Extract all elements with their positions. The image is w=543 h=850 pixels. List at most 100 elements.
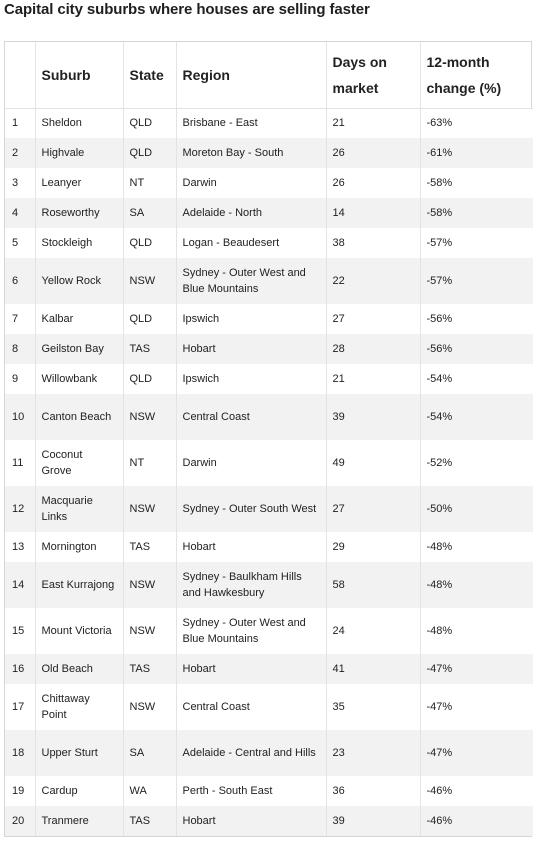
table-row: 16 Old Beach TAS Hobart 41 -47%: [5, 654, 533, 684]
header-rank: [5, 42, 36, 109]
cell-suburb: Geilston Bay: [35, 334, 124, 364]
cell-days: 29: [326, 532, 421, 562]
cell-change: -48%: [426, 541, 453, 553]
header-suburb: Suburb: [35, 42, 124, 109]
cell-region: Central Coast: [176, 394, 327, 440]
cell-days: 39: [326, 394, 421, 440]
table-row: 19 Cardup WA Perth - South East 36 -46%: [5, 776, 533, 806]
cell-region: Ipswich: [176, 304, 327, 334]
cell-state: NSW: [123, 394, 177, 440]
cell-region: Sydney - Outer West and Blue Mountains: [176, 608, 327, 654]
cell-days: 28: [326, 334, 421, 364]
cell-change: -58%: [426, 177, 453, 189]
cell-suburb: Willowbank: [35, 364, 124, 394]
cell-change: -47%: [426, 747, 453, 759]
header-region: Region: [176, 42, 327, 109]
cell-state: NT: [123, 168, 177, 198]
cell-region: Sydney - Baulkham Hills and Hawkesbury: [176, 562, 327, 608]
cell-region: Logan - Beaudesert: [176, 228, 327, 258]
cell-region: Hobart: [176, 532, 327, 562]
table-row: 2 Highvale QLD Moreton Bay - South 26 -6…: [5, 138, 533, 168]
table-row: 8 Geilston Bay TAS Hobart 28 -56%: [5, 334, 533, 364]
cell-change: -61%: [426, 147, 453, 159]
cell-days: 27: [326, 304, 421, 334]
cell-state: NT: [123, 440, 177, 486]
cell-state: TAS: [123, 654, 177, 684]
cell-days: 41: [326, 654, 421, 684]
cell-rank: 13: [5, 532, 36, 562]
cell-days: 58: [326, 562, 421, 608]
table-row: 6 Yellow Rock NSW Sydney - Outer West an…: [5, 258, 533, 304]
cell-days: 22: [326, 258, 421, 304]
cell-change: -57%: [426, 237, 453, 249]
table-row: 4 Roseworthy SA Adelaide - North 14 -58%: [5, 198, 533, 228]
table-row: 18 Upper Sturt SA Adelaide - Central and…: [5, 730, 533, 776]
cell-suburb: Macquarie Links: [35, 486, 124, 532]
table-row: 14 East Kurrajong NSW Sydney - Baulkham …: [5, 562, 533, 608]
cell-region: Moreton Bay - South: [176, 138, 327, 168]
cell-region: Adelaide - Central and Hills: [176, 730, 327, 776]
cell-rank: 20: [5, 806, 36, 836]
table-row: 10 Canton Beach NSW Central Coast 39 -54…: [5, 394, 533, 440]
cell-region: Central Coast: [176, 684, 327, 730]
cell-change: -48%: [426, 579, 453, 591]
cell-region: Ipswich: [176, 364, 327, 394]
cell-state: SA: [123, 198, 177, 228]
table-row: 5 Stockleigh QLD Logan - Beaudesert 38 -…: [5, 228, 533, 258]
cell-rank: 11: [5, 440, 36, 486]
cell-suburb: Sheldon: [35, 108, 124, 138]
cell-region: Sydney - Outer South West: [176, 486, 327, 532]
cell-state: QLD: [123, 138, 177, 168]
cell-days: 36: [326, 776, 421, 806]
cell-rank: 9: [5, 364, 36, 394]
header-state: State: [123, 42, 177, 109]
cell-suburb: Mount Victoria: [35, 608, 124, 654]
cell-days: 38: [326, 228, 421, 258]
cell-rank: 4: [5, 198, 36, 228]
cell-rank: 19: [5, 776, 36, 806]
cell-suburb: Roseworthy: [35, 198, 124, 228]
cell-rank: 16: [5, 654, 36, 684]
cell-region: Darwin: [176, 440, 327, 486]
header-row: Suburb State Region Days on market 12-mo…: [5, 42, 533, 109]
cell-state: QLD: [123, 304, 177, 334]
cell-region: Darwin: [176, 168, 327, 198]
cell-state: WA: [123, 776, 177, 806]
table-row: 20 Tranmere TAS Hobart 39 -46%: [5, 806, 533, 836]
cell-state: TAS: [123, 806, 177, 836]
cell-state: QLD: [123, 364, 177, 394]
cell-rank: 10: [5, 394, 36, 440]
cell-suburb: Upper Sturt: [35, 730, 124, 776]
cell-state: NSW: [123, 562, 177, 608]
table-row: 9 Willowbank QLD Ipswich 21 -54%: [5, 364, 533, 394]
table-row: 1 Sheldon QLD Brisbane - East 21 -63%: [5, 108, 533, 138]
cell-state: NSW: [123, 258, 177, 304]
cell-suburb: Tranmere: [35, 806, 124, 836]
cell-suburb: Canton Beach: [35, 394, 124, 440]
cell-state: NSW: [123, 608, 177, 654]
cell-suburb: Kalbar: [35, 304, 124, 334]
cell-change: -47%: [426, 663, 453, 675]
cell-state: QLD: [123, 228, 177, 258]
cell-change: -52%: [426, 457, 453, 469]
cell-suburb: Chittaway Point: [35, 684, 124, 730]
table-row: 13 Mornington TAS Hobart 29 -48%: [5, 532, 533, 562]
cell-region: Adelaide - North: [176, 198, 327, 228]
cell-rank: 7: [5, 304, 36, 334]
cell-state: NSW: [123, 486, 177, 532]
cell-change: -46%: [426, 815, 453, 827]
cell-change: -48%: [426, 625, 453, 637]
cell-suburb: Coconut Grove: [35, 440, 124, 486]
cell-suburb: East Kurrajong: [35, 562, 124, 608]
cell-rank: 14: [5, 562, 36, 608]
cell-state: TAS: [123, 334, 177, 364]
cell-change: -56%: [426, 343, 453, 355]
cell-suburb: Highvale: [35, 138, 124, 168]
cell-state: QLD: [123, 108, 177, 138]
cell-state: SA: [123, 730, 177, 776]
cell-days: 21: [326, 364, 421, 394]
cell-rank: 12: [5, 486, 36, 532]
cell-rank: 17: [5, 684, 36, 730]
cell-change: -56%: [426, 313, 453, 325]
cell-suburb: Stockleigh: [35, 228, 124, 258]
